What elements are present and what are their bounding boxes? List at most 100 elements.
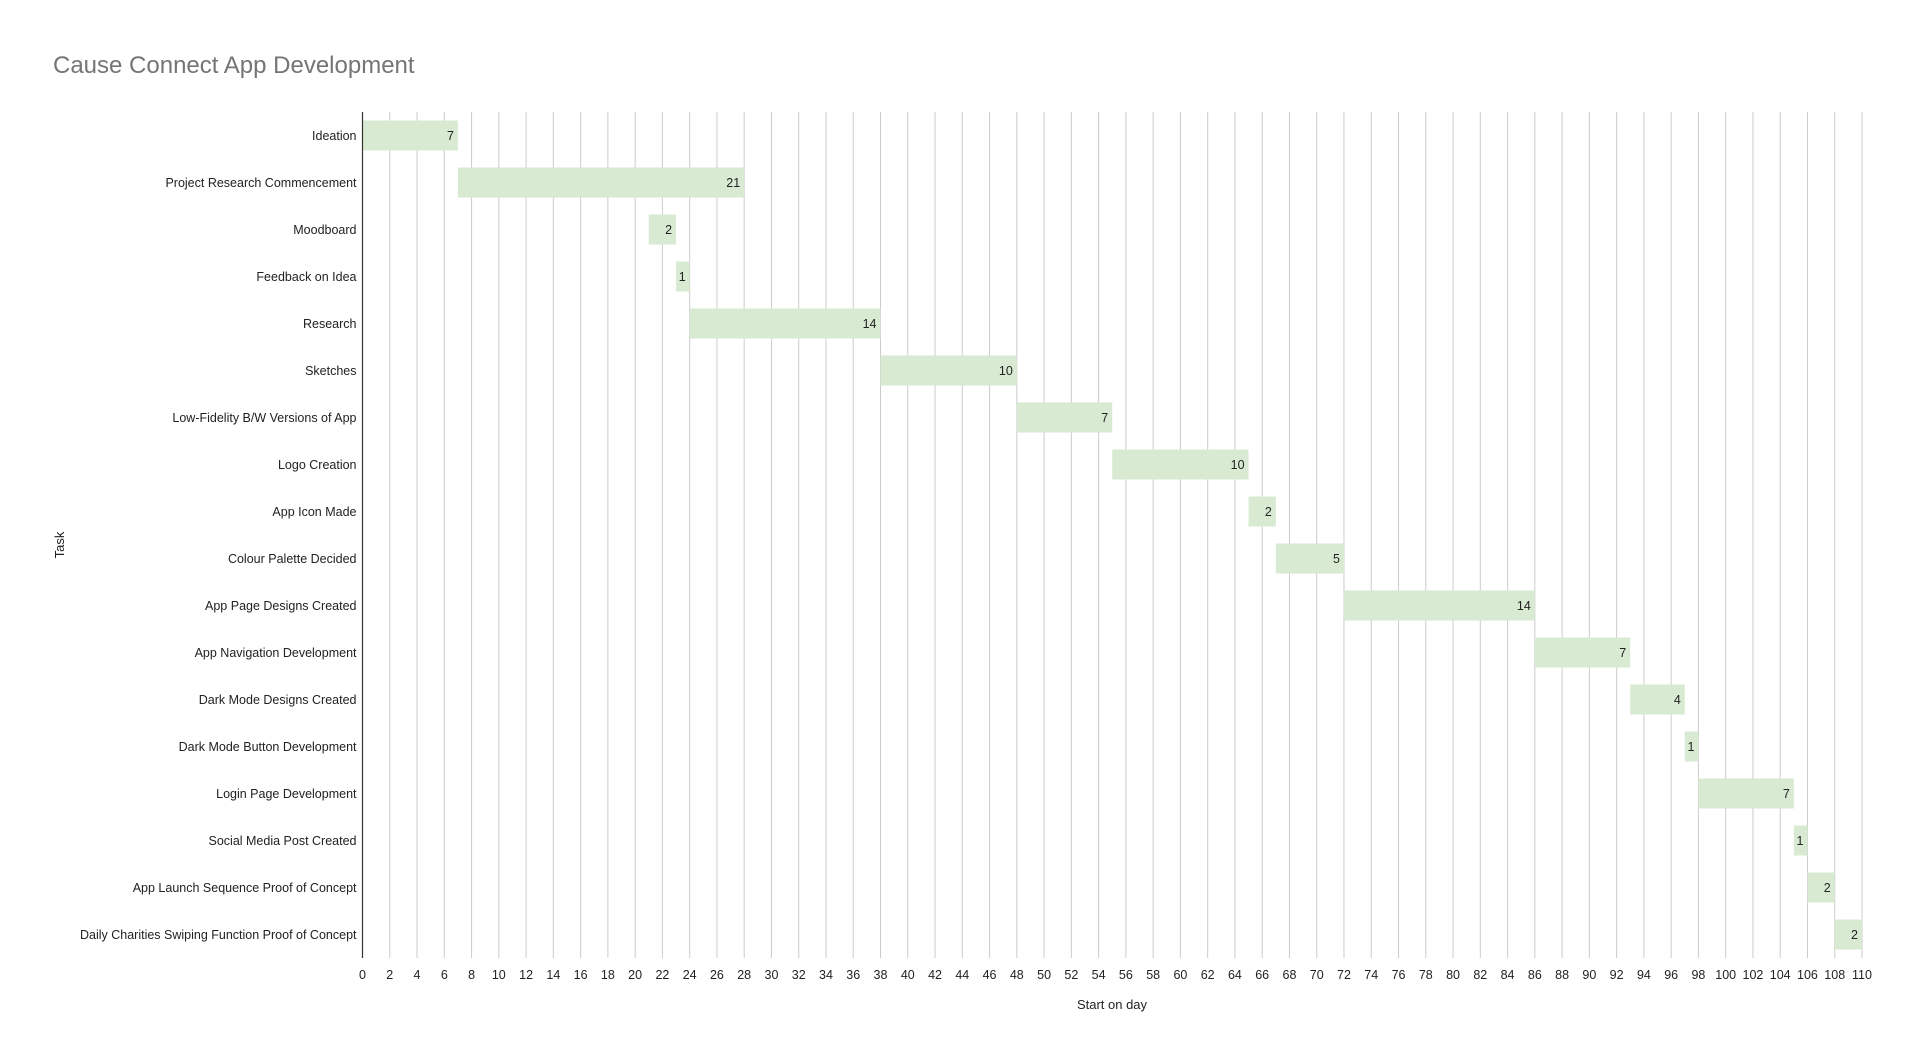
x-tick-label: 84 xyxy=(1501,968,1515,982)
x-tick-label: 110 xyxy=(1852,968,1872,982)
x-tick-label: 28 xyxy=(737,968,751,982)
x-tick-label: 60 xyxy=(1173,968,1187,982)
duration-bar xyxy=(362,120,458,151)
x-tick-label: 38 xyxy=(874,968,888,982)
x-tick-label: 22 xyxy=(655,968,669,982)
x-tick-label: 18 xyxy=(601,968,615,982)
x-tick-label: 4 xyxy=(414,968,421,982)
x-tick-label: 100 xyxy=(1715,968,1736,982)
task-label: Research xyxy=(303,317,357,331)
x-tick-label: 6 xyxy=(441,968,448,982)
task-label: App Launch Sequence Proof of Concept xyxy=(133,881,357,895)
duration-bar xyxy=(676,261,690,292)
x-tick-label: 0 xyxy=(359,968,366,982)
bar-value-label: 10 xyxy=(999,364,1013,378)
task-label: Login Page Development xyxy=(216,787,357,801)
x-tick-label: 68 xyxy=(1283,968,1297,982)
y-axis-title: Task xyxy=(52,531,67,558)
x-tick-label: 36 xyxy=(846,968,860,982)
task-label: App Icon Made xyxy=(272,505,356,519)
duration-bar xyxy=(1807,872,1835,903)
bar-value-label: 10 xyxy=(1231,458,1245,472)
x-tick-label: 52 xyxy=(1064,968,1078,982)
duration-bar xyxy=(1684,731,1699,762)
x-tick-label: 24 xyxy=(683,968,697,982)
x-tick-label: 46 xyxy=(983,968,997,982)
x-tick-label: 30 xyxy=(765,968,779,982)
x-tick-label: 50 xyxy=(1037,968,1051,982)
bar-value-label: 1 xyxy=(1797,834,1804,848)
task-label: Moodboard xyxy=(293,223,356,237)
task-label: Colour Palette Decided xyxy=(228,552,357,566)
x-tick-label: 108 xyxy=(1824,968,1845,982)
grid-lines xyxy=(389,112,1863,958)
x-tick-label: 82 xyxy=(1473,968,1487,982)
task-label: Logo Creation xyxy=(278,458,357,472)
x-tick-label: 54 xyxy=(1092,968,1106,982)
bar-value-label: 21 xyxy=(726,176,740,190)
x-axis-title: Start on day xyxy=(1077,997,1148,1012)
x-tick-labels: 0 2 4 6 8 10 12 14 16 18 20 22 24 26 28 30 32 34 36 38 40 42 4… xyxy=(359,968,1872,982)
x-tick-label: 96 xyxy=(1664,968,1678,982)
task-label: Feedback on Idea xyxy=(256,270,356,284)
duration-bar xyxy=(1248,496,1276,527)
bar-value-label: 2 xyxy=(1851,928,1858,942)
x-tick-label: 44 xyxy=(955,968,969,982)
bar-value-label: 7 xyxy=(1783,787,1790,801)
task-label: Dark Mode Designs Created xyxy=(199,693,357,707)
x-tick-label: 88 xyxy=(1555,968,1569,982)
task-labels: Ideation Project Research Commencement Moo… xyxy=(80,129,357,942)
duration-bar xyxy=(689,308,881,339)
x-tick-label: 2 xyxy=(386,968,393,982)
duration-bar xyxy=(1112,449,1249,480)
task-label: Project Research Commencement xyxy=(165,176,357,190)
x-tick-label: 62 xyxy=(1201,968,1215,982)
x-tick-label: 48 xyxy=(1010,968,1024,982)
bar-value-label: 14 xyxy=(1517,599,1531,613)
bar-value-label: 2 xyxy=(1824,881,1831,895)
duration-bar xyxy=(648,214,677,245)
duration-bar xyxy=(1630,684,1685,715)
x-tick-label: 92 xyxy=(1610,968,1624,982)
x-tick-label: 32 xyxy=(792,968,806,982)
chart-title: Cause Connect App Development xyxy=(53,52,415,79)
x-tick-label: 106 xyxy=(1797,968,1818,982)
x-tick-label: 14 xyxy=(546,968,560,982)
duration-bar xyxy=(1793,825,1808,856)
duration-bar xyxy=(1698,778,1794,809)
bar-value-label: 2 xyxy=(1265,505,1272,519)
bar-value-label: 4 xyxy=(1674,693,1681,707)
bar-value-label: 5 xyxy=(1333,552,1340,566)
x-tick-label: 56 xyxy=(1119,968,1133,982)
x-tick-label: 70 xyxy=(1310,968,1324,982)
x-tick-label: 10 xyxy=(492,968,506,982)
task-label: Daily Charities Swiping Function Proof o… xyxy=(80,928,357,942)
duration-bar xyxy=(1834,919,1862,950)
duration-bar xyxy=(1534,637,1631,668)
x-tick-label: 80 xyxy=(1446,968,1460,982)
x-tick-label: 76 xyxy=(1392,968,1406,982)
x-tick-label: 86 xyxy=(1528,968,1542,982)
x-tick-label: 72 xyxy=(1337,968,1351,982)
x-tick-label: 102 xyxy=(1743,968,1764,982)
x-tick-label: 58 xyxy=(1146,968,1160,982)
x-tick-label: 16 xyxy=(574,968,588,982)
x-tick-label: 64 xyxy=(1228,968,1242,982)
x-tick-label: 94 xyxy=(1637,968,1651,982)
task-label: Ideation xyxy=(312,129,357,143)
task-label: Low-Fidelity B/W Versions of App xyxy=(172,411,356,425)
x-tick-label: 104 xyxy=(1770,968,1791,982)
task-label: App Page Designs Created xyxy=(205,599,357,613)
x-tick-label: 12 xyxy=(519,968,533,982)
duration-bar xyxy=(1016,402,1113,433)
x-tick-label: 98 xyxy=(1691,968,1705,982)
bar-value-label: 1 xyxy=(679,270,686,284)
bar-value-label: 7 xyxy=(1619,646,1626,660)
x-tick-label: 74 xyxy=(1364,968,1378,982)
bars xyxy=(362,120,1862,950)
x-tick-label: 34 xyxy=(819,968,833,982)
x-tick-label: 8 xyxy=(468,968,475,982)
duration-bar xyxy=(457,167,745,198)
